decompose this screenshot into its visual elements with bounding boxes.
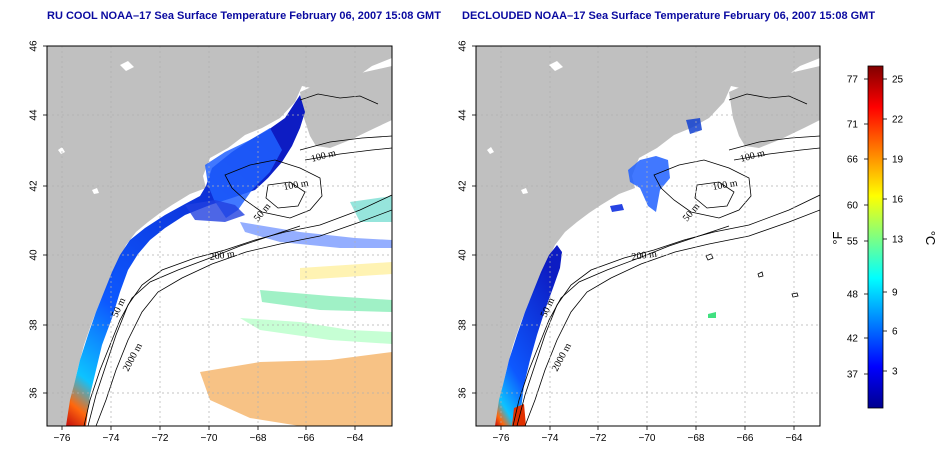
left-lon-label: −64 — [347, 433, 364, 444]
left-warm-patch-2 — [300, 262, 392, 280]
left-shelf-band — [240, 222, 392, 248]
right-lon-label: −76 — [493, 433, 510, 444]
left-lon-label: −68 — [250, 433, 267, 444]
depth-label: 200 m — [631, 249, 658, 263]
left-lat-label: 36 — [29, 387, 40, 399]
left-lon-label: −66 — [298, 433, 315, 444]
right-lat-label: 42 — [458, 180, 469, 192]
left-lon-label: −72 — [152, 433, 169, 444]
right-map — [476, 46, 820, 426]
colorbar-ramp — [867, 65, 884, 409]
celsius-tick-label: 25 — [892, 75, 904, 86]
celsius-tick-label: 22 — [892, 115, 904, 126]
left-warm-patch-1 — [260, 290, 392, 312]
fahrenheit-tick-label: 48 — [847, 290, 859, 301]
celsius-tick-label: 13 — [892, 235, 904, 246]
left-warm-patch-3 — [350, 196, 392, 222]
left-lon-label: −70 — [201, 433, 218, 444]
depth-label: 100 m — [283, 178, 310, 193]
right-lon-label: −74 — [542, 433, 559, 444]
right-sst-patch-3 — [708, 312, 716, 318]
right-sst-patch-4 — [512, 404, 526, 426]
right-sst-patch-2 — [610, 204, 624, 212]
left-lon-label: −76 — [54, 433, 71, 444]
left-lat-label: 44 — [29, 109, 40, 121]
right-lat-label: 40 — [458, 249, 469, 261]
right-lat-label: 44 — [458, 109, 469, 121]
right-nova-scotia — [729, 66, 820, 148]
celsius-unit: °C — [923, 231, 938, 246]
left-landmass — [47, 46, 392, 426]
right-landmass — [476, 46, 820, 426]
left-nova-scotia — [300, 66, 392, 148]
right-lon-label: −64 — [786, 433, 803, 444]
left-lat-label: 40 — [29, 249, 40, 261]
colorbar-ticks: 77 71 66 60 55 48 42 37 25 22 19 16 13 9 6 3 — [847, 75, 904, 381]
fahrenheit-tick-label: 55 — [847, 237, 859, 248]
right-coastal-sst — [495, 245, 562, 426]
depth-label: 100 m — [712, 178, 739, 193]
celsius-tick-label: 6 — [892, 327, 898, 338]
celsius-tick-label: 19 — [892, 155, 904, 166]
right-gulf-of-maine-sst — [628, 156, 670, 212]
left-bathymetry — [83, 93, 392, 426]
axes: −76 −74 −72 −70 −68 −66 −64 46 44 42 40 38 36 −76 −74 −… — [29, 40, 803, 444]
right-lat-label: 36 — [458, 387, 469, 399]
right-lon-label: −68 — [688, 433, 705, 444]
fahrenheit-tick-label: 37 — [847, 370, 859, 381]
fahrenheit-tick-label: 66 — [847, 155, 859, 166]
right-lat-label: 46 — [458, 40, 469, 52]
right-sst-patch-1 — [686, 118, 702, 134]
right-lon-label: −66 — [737, 433, 754, 444]
left-map-frame — [46, 45, 393, 427]
celsius-tick-label: 3 — [892, 367, 898, 378]
left-map — [47, 46, 392, 426]
grid-lines — [47, 45, 820, 426]
right-map-title: DECLOUDED NOAA–17 Sea Surface Temperatur… — [462, 10, 876, 22]
fahrenheit-tick-label: 42 — [847, 334, 859, 345]
left-lon-label: −74 — [103, 433, 120, 444]
left-lat-label: 38 — [29, 319, 40, 331]
left-lat-label: 46 — [29, 40, 40, 52]
left-shelf-sst — [185, 200, 245, 222]
celsius-tick-label: 9 — [892, 288, 898, 299]
right-lon-label: −70 — [639, 433, 656, 444]
left-lat-label: 42 — [29, 180, 40, 192]
fahrenheit-tick-label: 71 — [847, 120, 859, 131]
colorbar: 77 71 66 60 55 48 42 37 25 22 19 16 13 9 6 3 °F °C — [830, 65, 938, 409]
left-map-title: RU COOL NOAA–17 Sea Surface Temperature … — [47, 10, 441, 22]
fahrenheit-tick-label: 60 — [847, 201, 859, 212]
left-gulf-of-maine-sst — [205, 128, 282, 218]
depth-label: 200 m — [209, 249, 236, 263]
fahrenheit-tick-label: 77 — [847, 75, 859, 86]
right-map-frame — [475, 45, 821, 427]
fahrenheit-unit: °F — [830, 231, 845, 244]
right-lon-label: −72 — [590, 433, 607, 444]
left-gulf-stream-sst — [200, 352, 392, 426]
celsius-tick-label: 16 — [892, 195, 904, 206]
left-warm-patch-4 — [240, 318, 392, 344]
right-lat-label: 38 — [458, 319, 469, 331]
